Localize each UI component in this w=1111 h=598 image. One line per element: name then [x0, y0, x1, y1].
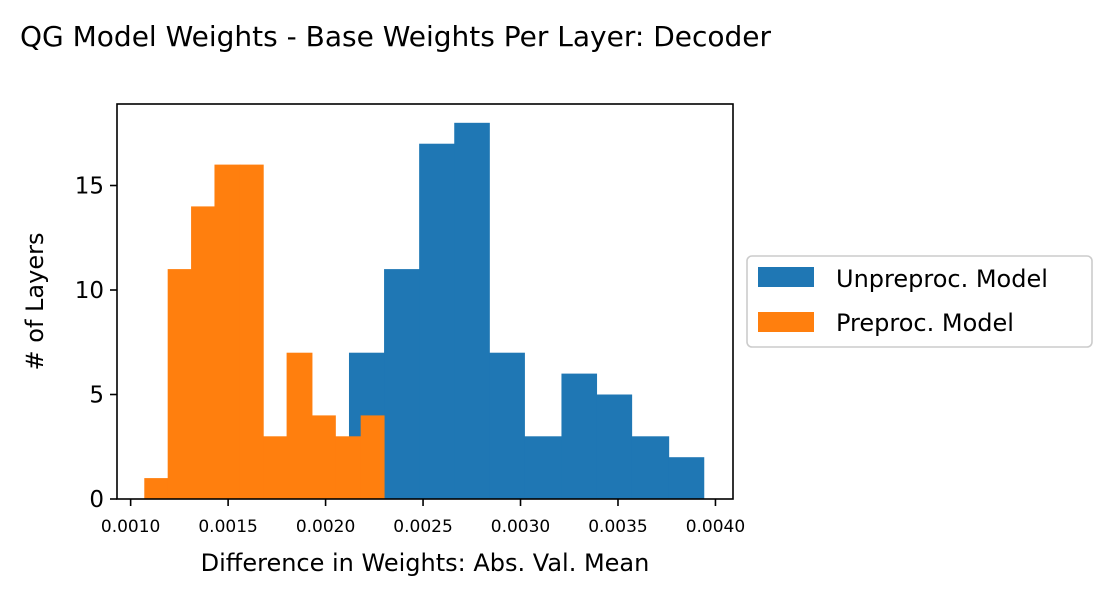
- bar-unpreproc-model-4: [489, 352, 525, 499]
- bar-preproc-model-8: [335, 436, 362, 499]
- y-axis-ticks: 0 5 10 15: [75, 174, 117, 513]
- bar-preproc-model-3: [214, 164, 241, 499]
- bar-preproc-model-0: [144, 478, 169, 499]
- bar-preproc-model-6: [286, 352, 313, 499]
- legend-swatch-preproc: [758, 312, 814, 332]
- bar-preproc-model-2: [191, 206, 215, 499]
- bar-preproc-model-4: [239, 164, 264, 499]
- x-tick-label: 0.0010: [101, 517, 160, 537]
- x-tick-label: 0.0015: [198, 517, 257, 537]
- legend-label-unpreproc: Unpreproc. Model: [836, 265, 1048, 293]
- y-tick-label: 15: [75, 174, 104, 200]
- bar-preproc-model-7: [311, 415, 336, 499]
- legend: Unpreproc. Model Preproc. Model: [746, 255, 1093, 348]
- bar-unpreproc-model-9: [668, 457, 705, 499]
- x-tick-label: 0.0035: [588, 517, 647, 537]
- legend-box: [746, 255, 1093, 348]
- bar-preproc-model-1: [167, 269, 192, 499]
- y-tick-label: 0: [89, 487, 104, 513]
- y-axis-label: # of Layers: [21, 233, 49, 371]
- y-tick-label: 10: [75, 278, 104, 304]
- x-tick-label: 0.0040: [686, 517, 745, 537]
- x-axis-label: Difference in Weights: Abs. Val. Mean: [201, 549, 650, 577]
- bar-unpreproc-model-7: [596, 394, 633, 499]
- bar-unpreproc-model-3: [454, 122, 490, 500]
- x-tick-label: 0.0030: [491, 517, 550, 537]
- y-tick-label: 5: [89, 383, 104, 409]
- bar-unpreproc-model-5: [524, 436, 562, 499]
- legend-label-preproc: Preproc. Model: [836, 309, 1014, 337]
- bar-unpreproc-model-2: [419, 143, 455, 500]
- bar-preproc-model-9: [360, 415, 385, 499]
- legend-swatch-unpreproc: [758, 267, 814, 287]
- bar-unpreproc-model-1: [384, 269, 420, 499]
- axes-frame: [116, 103, 734, 500]
- x-axis-ticks: 0.0010 0.0015 0.0020 0.0025 0.0030 0.0035 0.00…: [101, 499, 745, 537]
- x-tick-label: 0.0025: [393, 517, 452, 537]
- bar-unpreproc-model-6: [561, 373, 598, 499]
- bars-layer: [144, 122, 705, 500]
- x-tick-label: 0.0020: [296, 517, 355, 537]
- chart-title: QG Model Weights - Base Weights Per Laye…: [20, 20, 772, 53]
- bar-unpreproc-model-8: [631, 436, 670, 499]
- bar-preproc-model-5: [263, 436, 288, 499]
